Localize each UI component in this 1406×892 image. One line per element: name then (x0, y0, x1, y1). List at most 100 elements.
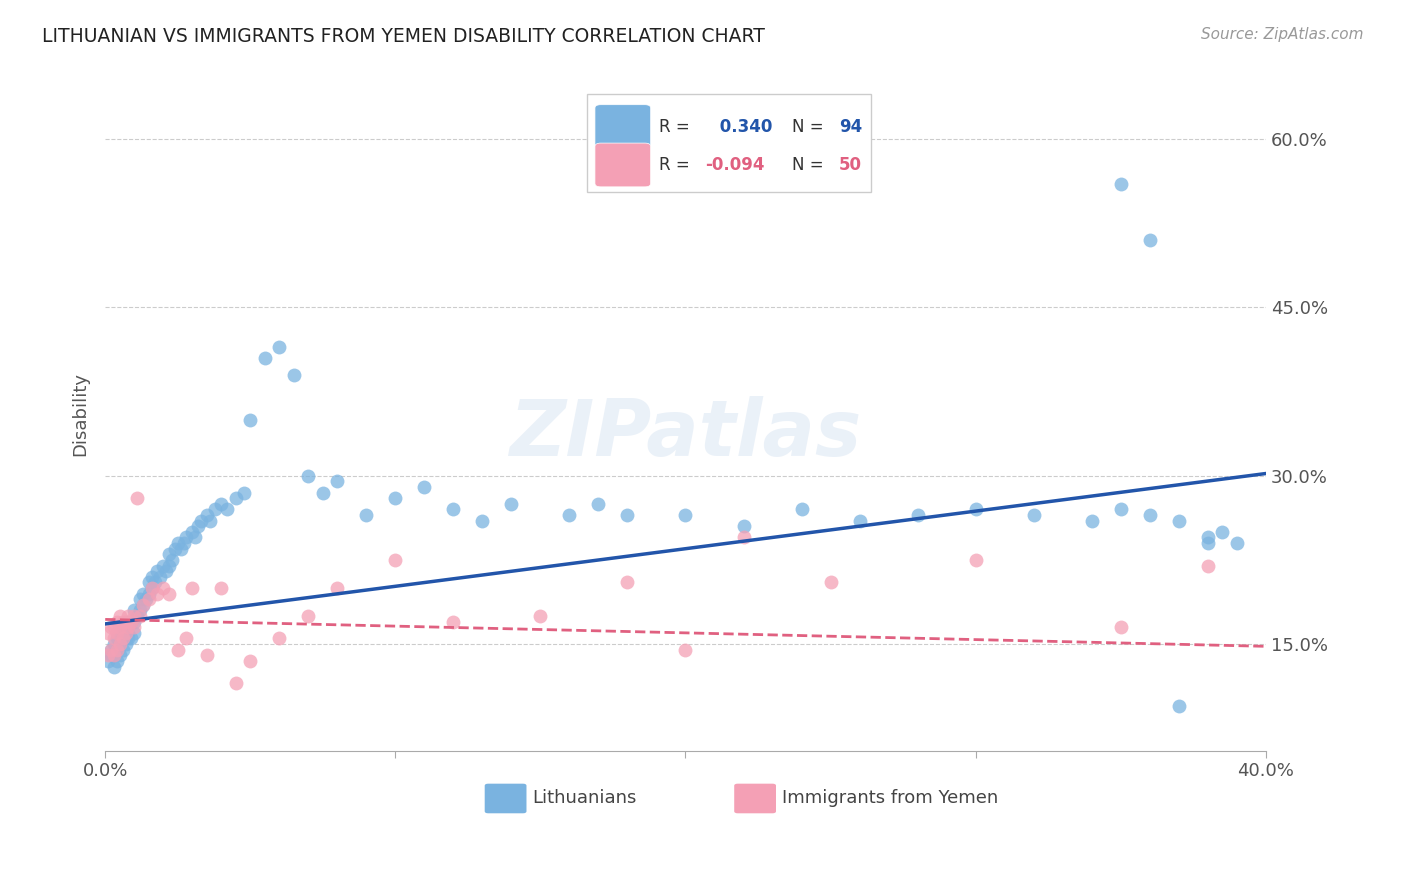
Point (233, 485, 256, 500)
Point (117, 625, 139, 640)
Point (198, 514, 221, 528)
Point (790, 502, 813, 516)
Point (195, 508, 218, 522)
Point (100, 648, 122, 663)
Text: N =: N = (792, 156, 824, 174)
Point (1226, 536, 1249, 550)
Point (100, 620, 122, 634)
Point (108, 637, 131, 651)
Point (209, 581, 232, 595)
Point (239, 412, 262, 426)
Point (105, 642, 128, 657)
Point (160, 553, 183, 567)
Point (297, 609, 319, 624)
Point (384, 553, 406, 567)
Point (413, 480, 436, 494)
Point (117, 609, 139, 624)
Point (111, 642, 134, 657)
Point (501, 497, 523, 511)
Point (166, 536, 188, 550)
Point (127, 491, 149, 506)
Point (117, 620, 139, 634)
Point (114, 637, 136, 651)
Point (108, 625, 131, 640)
Point (103, 648, 125, 663)
Point (132, 598, 155, 612)
Point (441, 615, 464, 629)
Point (312, 485, 335, 500)
Point (1080, 514, 1102, 528)
Point (103, 648, 125, 663)
Point (138, 592, 160, 607)
Point (117, 615, 139, 629)
Point (97, 625, 120, 640)
Text: Lithuanians: Lithuanians (533, 789, 637, 807)
Point (105, 615, 128, 629)
Point (441, 502, 464, 516)
Point (675, 508, 697, 522)
Point (225, 491, 247, 506)
Point (141, 570, 163, 584)
Text: Immigrants from Yemen: Immigrants from Yemen (782, 789, 998, 807)
Point (141, 581, 163, 595)
Point (135, 592, 157, 607)
Point (108, 648, 131, 663)
Point (297, 468, 319, 483)
Point (616, 508, 638, 522)
Point (122, 620, 145, 634)
Point (176, 531, 198, 545)
Point (269, 632, 291, 646)
Text: 94: 94 (838, 118, 862, 136)
Point (122, 609, 145, 624)
Point (195, 648, 218, 663)
Point (105, 632, 128, 646)
Point (100, 642, 122, 657)
FancyBboxPatch shape (586, 95, 872, 192)
Text: 0.340: 0.340 (714, 118, 773, 136)
Point (120, 615, 142, 629)
Point (384, 491, 406, 506)
Point (326, 475, 349, 489)
Point (157, 558, 180, 573)
Point (173, 536, 195, 550)
Point (184, 531, 207, 545)
Point (326, 581, 349, 595)
Point (114, 620, 136, 634)
Point (181, 581, 204, 595)
Point (120, 615, 142, 629)
Text: R =: R = (659, 156, 689, 174)
Point (733, 531, 755, 545)
Point (215, 502, 238, 516)
Point (122, 625, 145, 640)
Point (108, 609, 131, 624)
Point (1197, 558, 1219, 573)
Point (132, 598, 155, 612)
Point (122, 615, 145, 629)
Point (1197, 531, 1219, 545)
Point (848, 514, 870, 528)
Point (149, 570, 172, 584)
Point (176, 632, 198, 646)
Point (157, 586, 180, 600)
Point (1139, 508, 1161, 522)
FancyBboxPatch shape (485, 784, 526, 814)
Point (105, 625, 128, 640)
Point (120, 632, 142, 646)
Point (114, 632, 136, 646)
FancyBboxPatch shape (734, 784, 776, 814)
FancyBboxPatch shape (595, 143, 651, 186)
Point (1167, 698, 1189, 713)
Point (100, 642, 122, 657)
Point (733, 519, 755, 533)
Point (1022, 508, 1045, 522)
Point (129, 592, 152, 607)
Point (558, 508, 581, 522)
Point (127, 609, 149, 624)
Point (103, 632, 125, 646)
Point (143, 575, 166, 590)
Y-axis label: Disability: Disability (72, 372, 89, 456)
Text: N =: N = (792, 118, 824, 136)
Point (97, 648, 120, 663)
Point (141, 581, 163, 595)
Point (253, 351, 276, 365)
